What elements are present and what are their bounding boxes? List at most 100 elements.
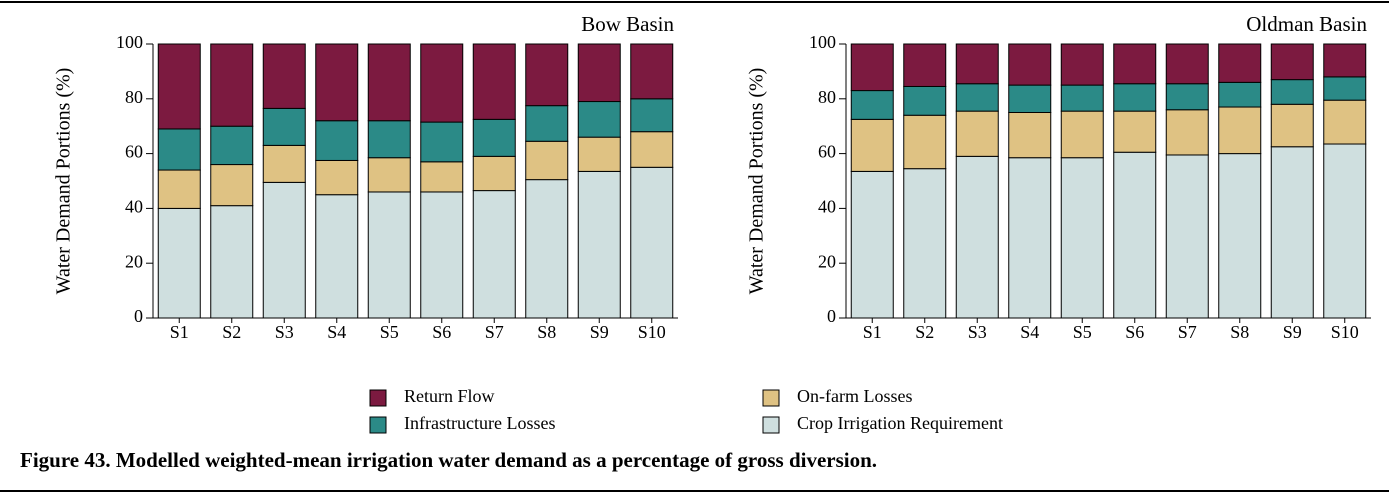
bar-segment	[1270, 146, 1314, 319]
bar-segment	[525, 179, 569, 319]
bar-segment	[315, 159, 359, 196]
y-tick-label: 100	[116, 32, 143, 52]
bar-segment	[850, 170, 894, 319]
bar-segment	[472, 43, 516, 120]
bar-segment	[315, 194, 359, 319]
bar-segment	[210, 164, 254, 207]
bar-segment	[955, 43, 999, 85]
bar-segment	[1218, 81, 1262, 108]
x-tick-label: S6	[1125, 322, 1144, 342]
bar-segment	[210, 43, 254, 127]
bar-segment	[1008, 157, 1052, 319]
bar-segment	[1270, 79, 1314, 105]
bar-segment	[1218, 43, 1262, 83]
bar-segment	[630, 166, 674, 319]
y-tick-label: 20	[818, 251, 836, 271]
bar-segment	[955, 83, 999, 112]
x-tick-label: S8	[537, 322, 556, 342]
legend-label: On-farm Losses	[797, 386, 912, 406]
x-tick-label: S1	[170, 322, 189, 342]
bar-segment	[1323, 43, 1367, 78]
bar-segment	[472, 155, 516, 192]
bar-segment	[903, 43, 947, 87]
bar-segment	[1323, 76, 1367, 101]
bar-segment	[420, 43, 464, 123]
bar-segment	[850, 90, 894, 120]
legend-label: Crop Irrigation Requirement	[797, 413, 1003, 433]
x-tick-label: S5	[380, 322, 399, 342]
bar-segment	[420, 161, 464, 193]
bar-segment	[157, 43, 201, 130]
bar-segment	[367, 191, 411, 319]
bar-segment	[367, 120, 411, 159]
y-tick-label: 40	[125, 197, 143, 217]
x-tick-label: S4	[327, 322, 346, 342]
x-tick-label: S5	[1073, 322, 1092, 342]
x-tick-label: S2	[915, 322, 934, 342]
bar-segment	[850, 118, 894, 172]
bar-segment	[1008, 43, 1052, 86]
x-tick-label: S2	[222, 322, 241, 342]
legend-swatch	[762, 416, 780, 434]
bar-segment	[1008, 84, 1052, 113]
bar-segment	[262, 181, 306, 319]
y-tick-label: 60	[125, 142, 143, 162]
y-tick-label: 40	[818, 197, 836, 217]
bar-segment	[903, 168, 947, 319]
legend-swatch	[369, 389, 387, 407]
y-axis-label: Water Demand Portions (%)	[746, 68, 768, 295]
bar-segment	[157, 128, 201, 171]
bar-segment	[262, 43, 306, 109]
bar-segment	[630, 131, 674, 168]
legend-swatch	[762, 389, 780, 407]
y-tick-label: 20	[125, 251, 143, 271]
bar-segment	[1218, 106, 1262, 155]
bar-segment	[577, 170, 621, 319]
chart-title: Bow Basin	[581, 12, 674, 36]
bar-segment	[630, 43, 674, 100]
bar-segment	[1113, 83, 1157, 112]
bar-segment	[472, 190, 516, 319]
x-tick-label: S9	[590, 322, 609, 342]
bar-segment	[420, 121, 464, 163]
x-tick-label: S4	[1020, 322, 1039, 342]
y-axis-label: Water Demand Portions (%)	[53, 68, 75, 295]
bar-segment	[577, 101, 621, 138]
bar-segment	[577, 136, 621, 172]
bar-segment	[955, 110, 999, 157]
bar-segment	[367, 157, 411, 193]
chart-title: Oldman Basin	[1246, 12, 1367, 36]
bar-segment	[157, 207, 201, 319]
y-tick-label: 80	[125, 87, 143, 107]
bar-segment	[420, 191, 464, 319]
bar-segment	[1165, 43, 1209, 85]
bar-segment	[1165, 109, 1209, 156]
x-tick-label: S3	[968, 322, 987, 342]
bar-segment	[1165, 83, 1209, 111]
bar-segment	[262, 107, 306, 146]
bar-segment	[262, 144, 306, 183]
bar-segment	[315, 43, 359, 122]
bar-segment	[525, 105, 569, 142]
x-tick-label: S10	[638, 322, 666, 342]
bar-segment	[1323, 143, 1367, 319]
x-tick-label: S9	[1283, 322, 1302, 342]
bar-segment	[1165, 154, 1209, 319]
bar-segment	[315, 120, 359, 161]
bar-segment	[210, 125, 254, 166]
bar-segment	[472, 118, 516, 157]
y-tick-label: 0	[827, 306, 836, 326]
bar-segment	[1113, 151, 1157, 319]
bar-segment	[367, 43, 411, 122]
bar-segment	[1323, 99, 1367, 145]
bar-segment	[630, 98, 674, 133]
legend-label: Return Flow	[404, 386, 495, 406]
y-tick-label: 60	[818, 142, 836, 162]
bar-segment	[1270, 103, 1314, 148]
y-tick-label: 100	[809, 32, 836, 52]
x-tick-label: S3	[275, 322, 294, 342]
bar-segment	[157, 169, 201, 209]
bar-segment	[1008, 112, 1052, 159]
x-tick-label: S6	[432, 322, 451, 342]
legend-label: Infrastructure Losses	[404, 413, 555, 433]
